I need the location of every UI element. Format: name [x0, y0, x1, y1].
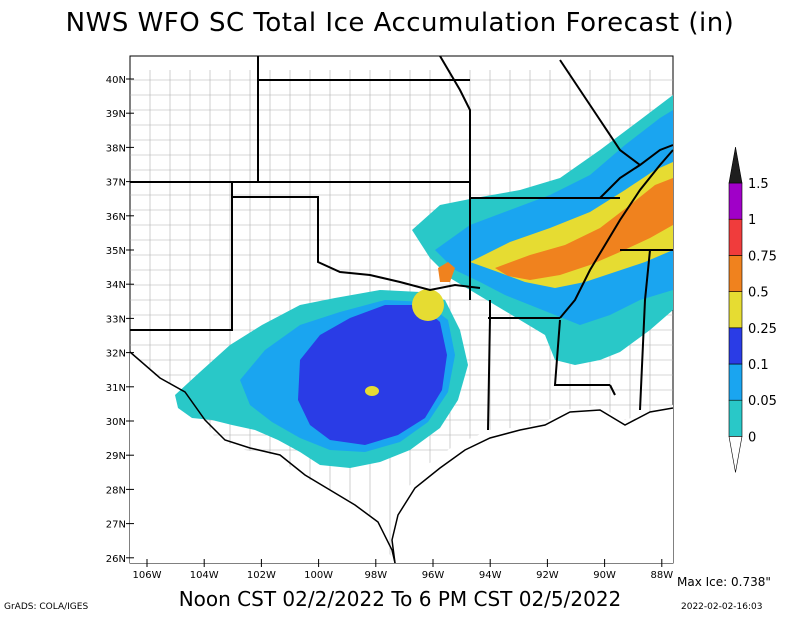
longitude-label: 104W [190, 570, 219, 581]
latitude-label: 30N [106, 417, 126, 428]
latitude-label: 33N [106, 314, 126, 325]
legend-swatch [728, 255, 743, 292]
longitude-label: 100W [304, 570, 333, 581]
latitude-axis: 40N 39N 38N 37N 36N 35N 34N 33N 32N 31N 30N 29N 28N 2… [106, 75, 134, 565]
coastline [391, 407, 674, 564]
legend-swatch [728, 291, 743, 329]
legend-label: 0.05 [748, 394, 777, 409]
longitude-axis: 106W 104W 102W 100W 98W 96W 94W 92W 90W 88W [133, 559, 673, 581]
legend-label: 0.75 [748, 249, 777, 264]
latitude-label: 38N [106, 143, 126, 154]
latitude-label: 32N [106, 349, 126, 360]
ice-zone-yellow-ne [470, 162, 673, 288]
rio-grande [129, 351, 396, 564]
latitude-label: 39N [106, 109, 126, 120]
legend-over-arrow [728, 146, 743, 184]
latitude-label: 37N [106, 178, 126, 189]
legend-label: 0.5 [748, 286, 769, 301]
ice-zone-orange-ne [495, 178, 673, 280]
legend-swatch [728, 218, 743, 256]
longitude-label: 98W [364, 570, 387, 581]
ice-zone-yellow-texas-b [412, 289, 444, 321]
latitude-label: 26N [106, 554, 126, 565]
longitude-label: 90W [593, 570, 616, 581]
latitude-label: 35N [106, 246, 126, 257]
legend-group: 0 0.05 0.1 0.25 0.5 0.75 1 1.5 [728, 146, 777, 473]
longitude-label: 92W [536, 570, 559, 581]
longitude-label: 102W [247, 570, 276, 581]
latitude-label: 31N [106, 383, 126, 394]
longitude-label: 88W [650, 570, 673, 581]
legend-swatch [728, 182, 743, 220]
longitude-label: 106W [133, 570, 162, 581]
state-borders [130, 55, 674, 431]
ice-shading [175, 95, 673, 468]
legend-label: 0.1 [748, 358, 769, 373]
longitude-label: 96W [422, 570, 445, 581]
latitude-label: 40N [106, 75, 126, 86]
valid-period: Noon CST 02/2/2022 To 6 PM CST 02/5/2022 [178, 587, 622, 611]
issue-timestamp: 2022-02-02-16:03 [681, 602, 763, 612]
latitude-label: 29N [106, 451, 126, 462]
legend-swatch [728, 363, 743, 401]
latitude-label: 27N [106, 520, 126, 531]
map-title: NWS WFO SC Total Ice Accumulation Foreca… [65, 8, 735, 38]
ice-zone-yellow-texas-a [365, 386, 379, 396]
latitude-label: 36N [106, 212, 126, 223]
max-ice-label: Max Ice: 0.738" [677, 575, 771, 589]
legend-label: 0 [748, 430, 756, 445]
grads-credit: GrADS: COLA/IGES [4, 602, 89, 612]
longitude-label: 94W [479, 570, 502, 581]
legend-under-arrow [728, 436, 743, 473]
legend-label: 1.5 [748, 177, 769, 192]
ice-zone-orange-south [438, 262, 455, 282]
legend-swatch [728, 399, 743, 437]
ice-zone-blue-texas [298, 305, 447, 445]
latitude-label: 34N [106, 280, 126, 291]
gulf-water [395, 405, 673, 563]
latitude-label: 28N [106, 485, 126, 496]
legend-swatch [728, 327, 743, 365]
legend-label: 1 [748, 213, 756, 228]
legend-label: 0.25 [748, 322, 777, 337]
